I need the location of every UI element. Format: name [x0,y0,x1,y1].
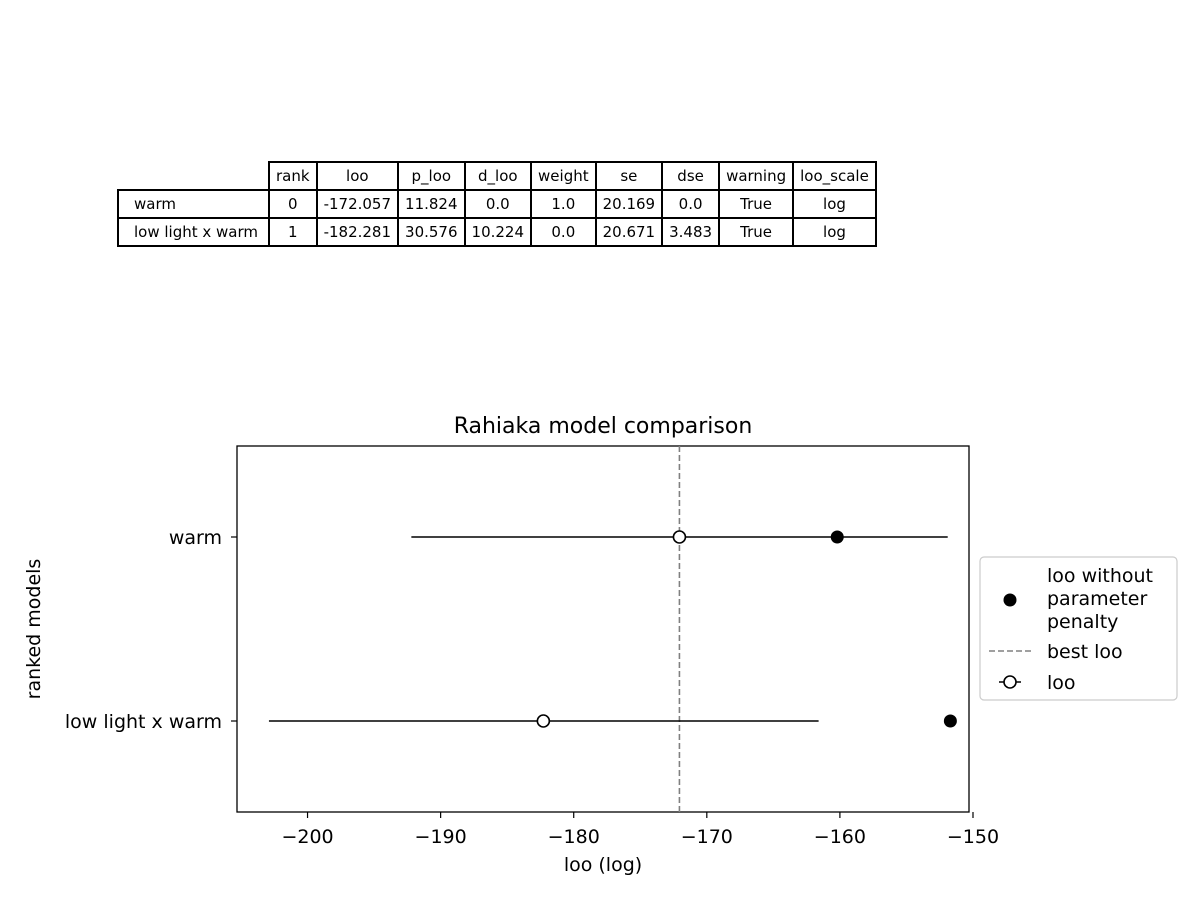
table-cell-rank: 0 [268,189,318,219]
table-cell-loo: -172.057 [315,189,400,219]
column-header-dse: dse [661,161,721,191]
column-header-p-loo: p_loo [397,161,466,191]
column-header-weight: weight [530,161,597,191]
table-cell-weight: 0.0 [530,217,597,247]
column-header-loo: loo [315,161,400,191]
y-tick-label: low light x warm [65,711,222,733]
x-tick-label: −180 [548,826,600,848]
loo-point [672,530,687,544]
legend-label-no-penalty: loo without parameter penalty [1047,565,1153,633]
y-tick-label: warm [169,527,222,549]
table-cell-p-loo: 30.576 [397,217,466,247]
loo-no-penalty-point [830,530,844,544]
column-header-d-loo: d_loo [463,161,533,191]
table-cell-warning: True [718,189,795,219]
table-cell-p-loo: 11.824 [397,189,466,219]
column-header-rank: rank [268,161,318,191]
row-label: warm [116,189,271,219]
x-tick-label: −200 [281,826,333,848]
table-cell-d-loo: 0.0 [463,189,533,219]
column-header-se: se [594,161,664,191]
x-tick-label: −170 [681,826,733,848]
model-comparison-table: rank loo p_loo d_loo weight se dse warning loo_s… [116,161,877,247]
table-cell-loo-scale: log [792,189,877,219]
table-row: warm 0 -172.057 11.824 0.0 1.0 20.169 0.0 True lo… [116,189,877,219]
table-cell-dse: 3.483 [661,217,721,247]
column-header-loo-scale: loo_scale [792,161,877,191]
loo-point [536,714,551,728]
legend-marker-no-penalty [1003,593,1017,607]
table-cell-weight: 1.0 [530,189,597,219]
x-tick-label: −150 [947,826,999,848]
table-cell-se: 20.671 [594,217,664,247]
chart-title: Rahiaka model comparison [454,414,753,439]
x-tick-label: −160 [814,826,866,848]
table-cell-dse: 0.0 [661,189,721,219]
legend-label-best-loo: best loo [1047,641,1123,663]
y-axis-label: ranked models [23,559,45,700]
table-cell-warning: True [718,217,795,247]
column-header-warning: warning [718,161,795,191]
table-cell-loo: -182.281 [315,217,400,247]
table-header-row: rank loo p_loo d_loo weight se dse warning loo_s… [118,161,877,191]
legend-label-loo: loo [1047,672,1076,694]
x-axis-label: loo (log) [564,854,642,876]
x-tick-label: −190 [415,826,467,848]
table-cell-d-loo: 10.224 [463,217,533,247]
loo-no-penalty-point [943,714,957,728]
table-cell-loo-scale: log [792,217,877,247]
legend-marker-loo [1003,675,1017,689]
legend-box [979,556,1178,701]
table-cell-rank: 1 [268,217,318,247]
table-cell-se: 20.169 [594,189,664,219]
row-label: low light x warm [116,217,271,247]
table-row: low light x warm 1 -182.281 30.576 10.224 0.0… [116,217,877,247]
plot-frame [236,445,970,813]
